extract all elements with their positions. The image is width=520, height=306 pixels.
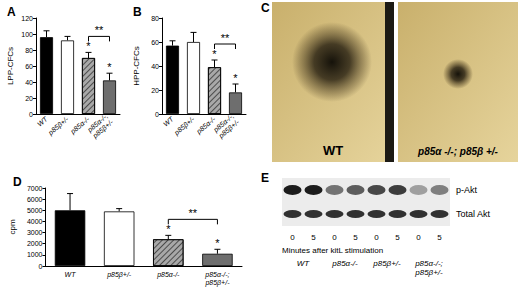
svg-text:p85β+/-: p85β+/- <box>217 118 242 141</box>
svg-text:Minutes after kitL stimulation: Minutes after kitL stimulation <box>282 246 383 255</box>
svg-text:*: * <box>86 40 91 52</box>
svg-text:A: A <box>7 5 16 19</box>
svg-text:6000: 6000 <box>27 196 43 203</box>
svg-text:p85β+/-: p85β+/- <box>372 259 401 268</box>
svg-text:p85α-/-;: p85α-/-; <box>212 112 236 134</box>
svg-text:5000: 5000 <box>27 207 43 214</box>
svg-text:p85α-/-;p85β+/-: p85α-/-;p85β+/- <box>414 259 443 277</box>
svg-text:p-Akt: p-Akt <box>456 185 478 195</box>
svg-text:80: 80 <box>25 47 33 54</box>
svg-text:p85α-/-: p85α-/- <box>156 271 180 279</box>
svg-text:WT: WT <box>65 271 77 278</box>
svg-text:60: 60 <box>151 39 159 46</box>
svg-text:0: 0 <box>155 111 159 118</box>
svg-text:5: 5 <box>395 233 400 242</box>
svg-text:5: 5 <box>311 233 316 242</box>
svg-text:0: 0 <box>374 233 379 242</box>
svg-text:cpm: cpm <box>8 219 17 234</box>
svg-text:*: * <box>107 61 112 73</box>
svg-text:**: ** <box>95 24 104 36</box>
svg-text:120: 120 <box>21 15 33 22</box>
svg-text:0: 0 <box>39 263 43 270</box>
svg-text:p85β+/-: p85β+/- <box>172 115 197 138</box>
svg-text:C: C <box>261 1 270 15</box>
svg-text:p85β+/-: p85β+/- <box>106 271 132 279</box>
svg-text:*: * <box>233 72 238 84</box>
svg-text:*: * <box>166 223 171 235</box>
svg-text:p85β+/-: p85β+/- <box>46 115 71 138</box>
svg-text:p85α-/-;: p85α-/-; <box>204 271 229 279</box>
svg-text:LPP-CFCs: LPP-CFCs <box>6 47 15 85</box>
svg-text:p85α-/-: p85α-/- <box>331 259 358 268</box>
svg-text:p85α-/-: p85α-/- <box>69 115 91 135</box>
svg-text:D: D <box>13 175 22 189</box>
svg-text:5: 5 <box>353 233 358 242</box>
svg-text:40: 40 <box>151 63 159 70</box>
svg-text:**: ** <box>221 32 230 44</box>
svg-text:20: 20 <box>25 95 33 102</box>
svg-text:2000: 2000 <box>27 240 43 247</box>
svg-text:p85α-/-: p85α-/- <box>195 115 217 135</box>
svg-text:0: 0 <box>416 233 421 242</box>
svg-text:4000: 4000 <box>27 218 43 225</box>
svg-text:WT: WT <box>323 143 343 158</box>
svg-text:Total Akt: Total Akt <box>456 209 491 219</box>
svg-text:*: * <box>215 237 220 249</box>
svg-text:p85β+/-: p85β+/- <box>204 279 230 287</box>
svg-text:0: 0 <box>332 233 337 242</box>
svg-text:*: * <box>212 48 217 60</box>
svg-text:80: 80 <box>151 15 159 22</box>
svg-text:20: 20 <box>151 87 159 94</box>
svg-text:WT: WT <box>297 259 311 268</box>
svg-text:p85β+/-: p85β+/- <box>91 118 116 141</box>
svg-text:B: B <box>133 5 142 19</box>
svg-text:p85α -/-; p85β +/-: p85α -/-; p85β +/- <box>417 146 499 157</box>
svg-text:**: ** <box>189 207 198 219</box>
svg-text:3000: 3000 <box>27 229 43 236</box>
svg-text:0: 0 <box>290 233 295 242</box>
svg-text:1000: 1000 <box>27 251 43 258</box>
svg-text:HPP-CFCs: HPP-CFCs <box>132 46 141 86</box>
svg-text:E: E <box>261 171 269 185</box>
svg-text:5: 5 <box>437 233 442 242</box>
svg-text:0: 0 <box>29 111 33 118</box>
svg-text:7000: 7000 <box>27 185 43 192</box>
svg-text:100: 100 <box>21 31 33 38</box>
svg-text:WT: WT <box>36 115 49 128</box>
svg-text:WT: WT <box>162 115 175 128</box>
svg-text:40: 40 <box>25 79 33 86</box>
svg-text:p85α-/-;: p85α-/-; <box>86 112 110 134</box>
svg-text:60: 60 <box>25 63 33 70</box>
